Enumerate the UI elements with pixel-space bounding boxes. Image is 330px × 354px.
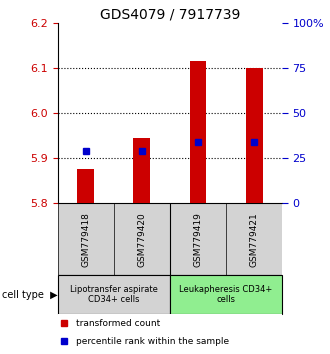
Title: GDS4079 / 7917739: GDS4079 / 7917739 (100, 8, 240, 22)
Text: Leukapheresis CD34+
cells: Leukapheresis CD34+ cells (180, 285, 273, 304)
Text: cell type  ▶: cell type ▶ (2, 290, 58, 300)
Bar (58, 275, 170, 314)
Text: GSM779420: GSM779420 (137, 212, 147, 267)
Text: transformed count: transformed count (76, 319, 160, 328)
Bar (170, 275, 282, 314)
Text: GSM779418: GSM779418 (81, 212, 90, 267)
Bar (246, 68, 263, 203)
Bar (133, 138, 150, 203)
Text: Lipotransfer aspirate
CD34+ cells: Lipotransfer aspirate CD34+ cells (70, 285, 158, 304)
Bar (189, 61, 206, 203)
Text: GSM779419: GSM779419 (193, 212, 203, 267)
Text: percentile rank within the sample: percentile rank within the sample (76, 337, 229, 346)
Text: GSM779421: GSM779421 (249, 212, 259, 267)
Bar (77, 169, 94, 203)
